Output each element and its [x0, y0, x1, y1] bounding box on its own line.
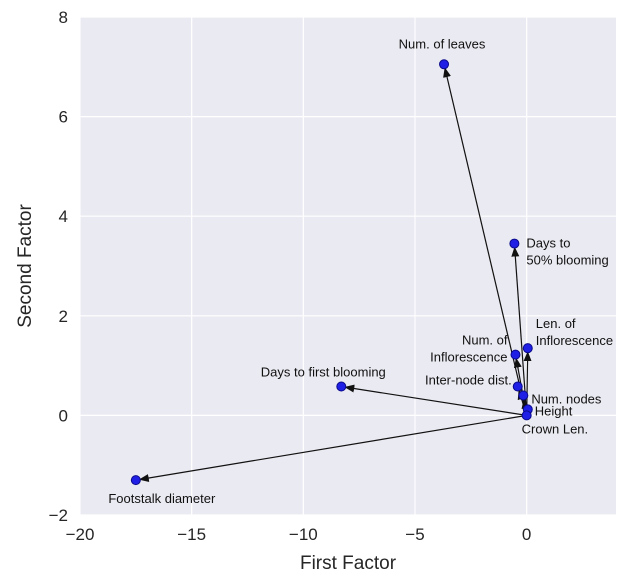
- point-inter-node-dist-: [513, 382, 522, 391]
- point-label-line: Num. of leaves: [399, 36, 486, 51]
- point-label: Crown Len.: [522, 421, 588, 436]
- x-tick-label: 0: [522, 525, 531, 544]
- x-tick-label: −10: [289, 525, 318, 544]
- point-days-to-50-blooming: [510, 239, 519, 248]
- y-tick-label: 8: [59, 8, 68, 27]
- point-label-line: Days to first blooming: [261, 365, 386, 380]
- point-label-line: 50% blooming: [526, 253, 608, 268]
- point-label: Height: [535, 403, 573, 418]
- point-footstalk-diameter: [131, 476, 140, 485]
- x-axis-title: First Factor: [300, 553, 397, 574]
- x-tick-label: −20: [66, 525, 95, 544]
- y-tick-label: 2: [59, 307, 68, 326]
- point-label-line: Footstalk diameter: [108, 491, 216, 506]
- point-label-line: Len. of: [536, 316, 576, 331]
- point-days-to-first-blooming: [337, 382, 346, 391]
- point-label-line: Inter-node dist.: [425, 373, 512, 388]
- point-label-line: Inflorescence: [536, 333, 613, 348]
- point-label-line: Height: [535, 403, 573, 418]
- point-crown-len-: [522, 411, 531, 420]
- point-num-nodes: [519, 391, 528, 400]
- point-label: Days to first blooming: [261, 365, 386, 380]
- point-label-line: Num. of: [462, 333, 508, 348]
- y-tick-label: 0: [59, 406, 68, 425]
- x-tick-label: −5: [405, 525, 424, 544]
- point-num-of-leaves: [440, 60, 449, 69]
- x-tick-label: −15: [177, 525, 206, 544]
- y-tick-label: −2: [49, 506, 68, 525]
- point-label: Inter-node dist.: [425, 373, 512, 388]
- point-label-line: Inflorescence: [430, 350, 507, 365]
- point-label: Footstalk diameter: [108, 491, 216, 506]
- y-tick-label: 4: [59, 207, 68, 226]
- point-label-line: Crown Len.: [522, 421, 588, 436]
- point-label-line: Days to: [526, 236, 570, 251]
- y-tick-label: 6: [59, 108, 68, 127]
- point-label: Num. of leaves: [399, 36, 486, 51]
- y-axis-title: Second Factor: [15, 204, 36, 328]
- point-len-of-inflorescence: [523, 344, 532, 353]
- point-num-of-inflorescence: [511, 350, 520, 359]
